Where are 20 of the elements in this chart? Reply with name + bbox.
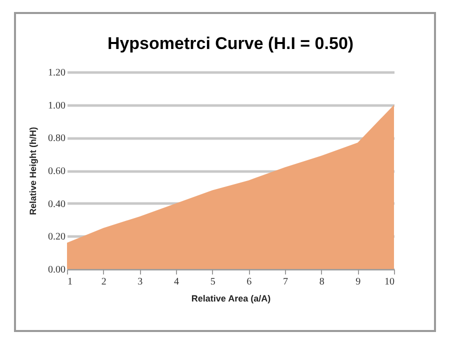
x-tick-label: 7 (283, 276, 288, 288)
x-tick-label: 9 (356, 276, 361, 288)
y-tick-label: 0.40 (48, 198, 66, 210)
y-tick-label: 1.20 (48, 68, 66, 78)
x-axis-title: Relative Area (a/A) (191, 294, 271, 304)
x-tick-label: 10 (384, 276, 394, 288)
x-tick-label: 3 (138, 276, 143, 288)
x-tick-label: 8 (319, 276, 324, 288)
y-tick-label: 0.60 (48, 166, 66, 177)
y-tick-label: 0.80 (48, 133, 66, 144)
y-tick-label: 1.00 (48, 100, 66, 112)
y-tick-label: 0.20 (48, 232, 66, 243)
x-tick-label: 2 (101, 276, 106, 288)
y-axis-title: Relative Height (h/H) (28, 126, 38, 216)
x-tick-label: 5 (210, 276, 216, 288)
x-tick-label: 1 (68, 276, 72, 288)
chart-title: Hypsometrci Curve (H.I = 0.50) (107, 34, 354, 53)
y-tick-label: 0.00 (48, 264, 66, 276)
x-tick-label: 4 (174, 276, 179, 288)
x-tick-label: 6 (246, 276, 252, 288)
